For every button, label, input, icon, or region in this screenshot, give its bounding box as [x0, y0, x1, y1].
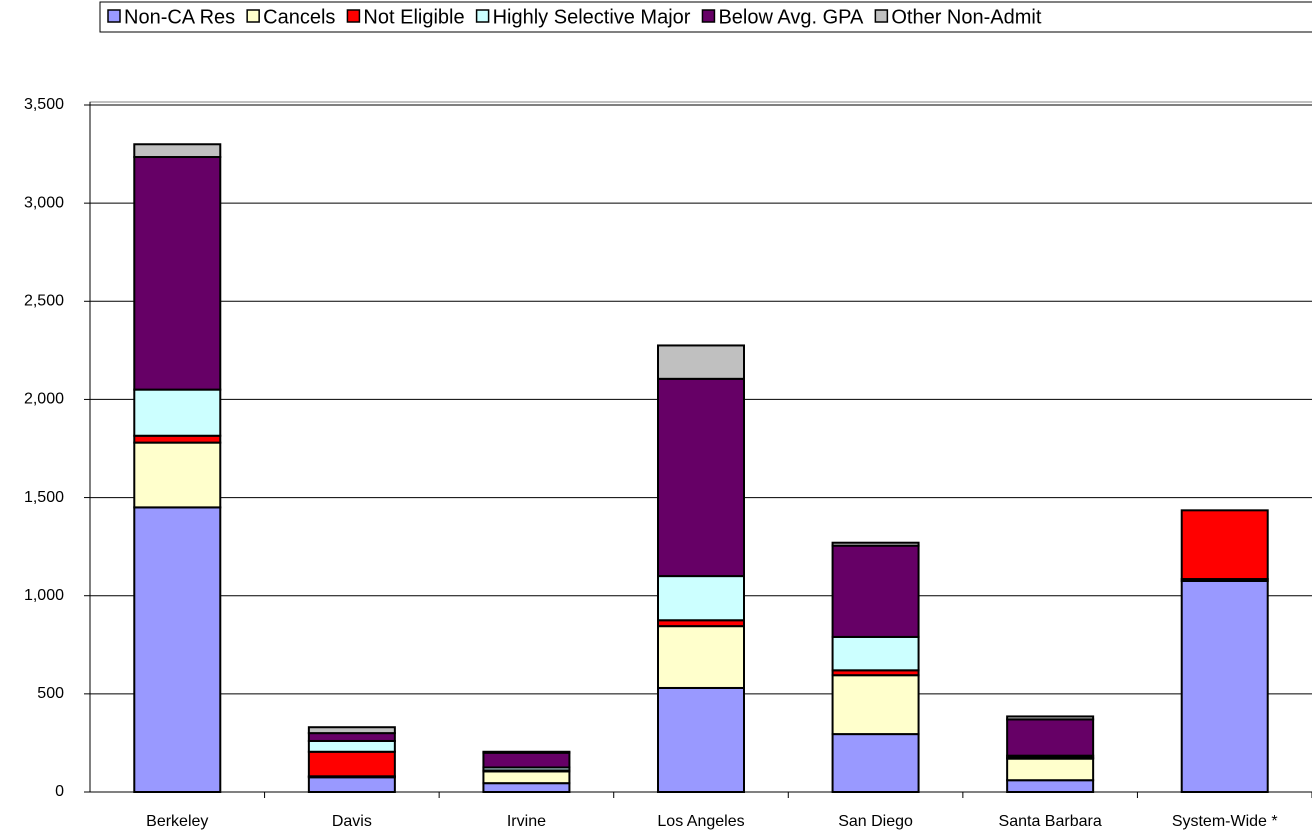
legend-swatch: [874, 9, 889, 23]
bar-segment: [307, 726, 396, 735]
bar-segment: [133, 441, 222, 509]
bar-segment: [307, 776, 396, 793]
bar-segment: [133, 434, 222, 444]
legend-swatch: [246, 9, 260, 23]
y-tick-label: 500: [37, 685, 64, 702]
bar-segment: [133, 506, 222, 793]
legend-swatch: [701, 9, 716, 23]
bar-segment: [1180, 509, 1269, 581]
bar-segment: [657, 344, 745, 380]
bar-segment: [831, 674, 920, 736]
x-tick-label: Santa Barbara: [999, 813, 1102, 830]
legend-label: Not Eligible: [363, 6, 464, 28]
y-tick-label: 3,500: [24, 96, 64, 113]
x-tick-label: Davis: [332, 813, 372, 830]
bar-segment: [1006, 715, 1095, 721]
bar-segment: [482, 770, 571, 785]
legend-swatch: [346, 9, 361, 23]
bar-segment: [1006, 757, 1095, 782]
y-tick-label: 1,000: [24, 587, 64, 604]
y-tick-label: 1,500: [24, 489, 64, 506]
y-tick-label: 2,000: [24, 391, 64, 408]
bar-segment: [657, 575, 745, 622]
bar-segment: [831, 541, 920, 547]
bar-segment: [307, 732, 396, 742]
bar-segment: [831, 635, 920, 672]
bar-segment: [1180, 579, 1269, 793]
y-tick-label: 2,500: [24, 293, 64, 310]
x-tick-label: Los Angeles: [657, 813, 744, 830]
bar-segment: [307, 739, 396, 753]
bar-segment: [657, 377, 745, 578]
x-tick-label: System-Wide *: [1172, 813, 1278, 830]
x-tick-label: Irvine: [507, 813, 546, 830]
y-tick-label: 3,000: [24, 194, 64, 211]
legend-label: Non-CA Res: [124, 6, 235, 28]
legend-swatch: [107, 9, 121, 23]
bar-segment: [133, 143, 222, 159]
bar-segment: [307, 750, 396, 778]
bar-segment: [1006, 779, 1095, 793]
y-tick-label: 0: [55, 783, 64, 800]
bar-segment: [657, 686, 745, 793]
legend-swatch: [475, 9, 490, 23]
bar-segment: [133, 388, 222, 437]
bar-segment: [831, 544, 920, 638]
x-tick-label: San Diego: [838, 813, 913, 830]
bar-segment: [482, 782, 571, 793]
x-tick-label: Berkeley: [146, 813, 208, 830]
bar-segment: [482, 750, 571, 754]
bar-segment: [1006, 718, 1095, 757]
legend-label: Cancels: [263, 6, 335, 28]
bar-segment: [133, 156, 222, 391]
bar-segment: [657, 625, 745, 689]
bar-segment: [482, 751, 571, 769]
legend-label: Highly Selective Major: [493, 6, 691, 28]
bar-segment: [831, 733, 920, 793]
legend-label: Other Non-Admit: [891, 6, 1041, 28]
legend-label: Below Avg. GPA: [718, 6, 864, 28]
